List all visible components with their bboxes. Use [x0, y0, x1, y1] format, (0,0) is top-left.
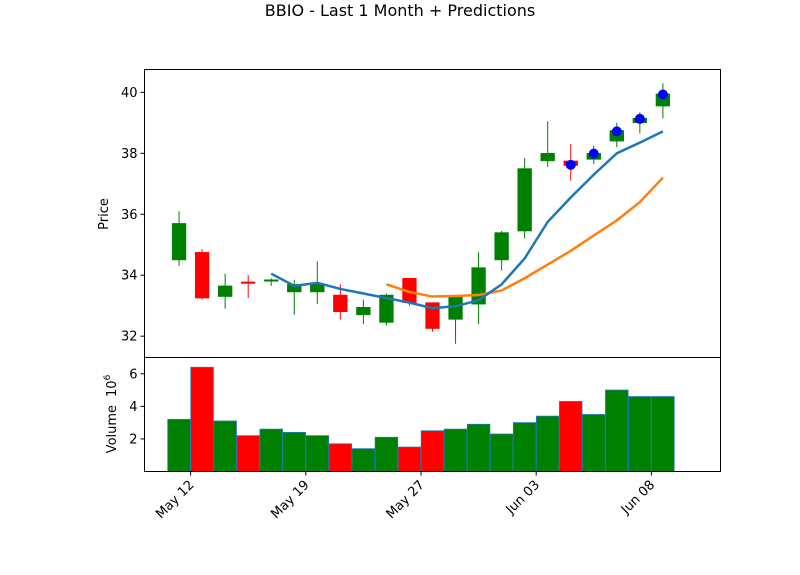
volume-bar: [259, 428, 283, 472]
volume-axis-label-group: Volume 106: [103, 374, 120, 453]
volume-bar: [582, 414, 606, 472]
x-tick-label: May 19: [268, 478, 312, 522]
price-y-ticks: 32 34 36 38 40: [121, 86, 145, 345]
volume-bar: [489, 433, 514, 472]
x-axis-ticks: May 12 May 19 May 27 Jun 03 Jun 08: [153, 471, 658, 522]
volume-bar: [559, 401, 583, 472]
volume-bars: [167, 366, 675, 472]
volume-bar: [420, 430, 445, 472]
x-tick-label: May 12: [153, 478, 197, 522]
candle-body: [287, 284, 302, 293]
volume-bar: [628, 396, 652, 472]
volume-bar: [374, 436, 399, 472]
prediction-marker: [634, 113, 645, 124]
candles: [171, 83, 671, 344]
volume-bar: [397, 446, 422, 472]
volume-y-tick-label: 4: [129, 400, 137, 415]
price-y-tick-label: 36: [121, 208, 138, 223]
volume-bar: [443, 428, 468, 472]
candle-body: [217, 285, 233, 297]
prediction-marker: [565, 159, 576, 170]
candle-body: [540, 153, 555, 162]
price-y-tick-label: 32: [121, 330, 138, 345]
price-y-tick-label: 34: [121, 269, 138, 284]
volume-y-tick-label: 6: [129, 367, 137, 382]
volume-bar: [213, 420, 237, 472]
prediction-markers: [565, 89, 668, 170]
volume-panel: 246 Volume106: [103, 357, 721, 472]
volume-bar: [328, 443, 353, 472]
x-tick-label: Jun 03: [503, 478, 543, 518]
candle-body: [356, 306, 371, 316]
volume-axis-label-text: Volume: [105, 405, 120, 453]
volume-bar: [282, 432, 306, 472]
moving-average-long-line: [386, 176, 664, 298]
candle-body: [448, 296, 463, 320]
volume-exponent-base: 10: [105, 380, 120, 397]
price-y-tick-label: 38: [121, 147, 138, 162]
volume-bar: [536, 415, 560, 472]
volume-y-ticks: 2 4 6: [129, 367, 145, 447]
candle-body: [517, 168, 532, 232]
moving-average-short-line: [270, 130, 664, 310]
prediction-marker: [611, 126, 622, 137]
candle-body: [333, 294, 348, 313]
candle-body: [241, 281, 256, 284]
candle-body: [310, 284, 325, 293]
volume-bar: [351, 448, 376, 472]
candle-body: [425, 302, 440, 329]
moving-average-lines: [270, 130, 664, 310]
price-panel: 32 34 36 38 40 Price: [97, 69, 721, 358]
price-axis-label: Price: [97, 198, 112, 230]
x-tick-label: Jun 08: [618, 478, 658, 518]
volume-bar: [167, 418, 191, 472]
volume-y-tick-label: 2: [129, 432, 137, 447]
volume-bar: [512, 422, 537, 472]
volume-bar: [305, 435, 329, 472]
candle-body: [379, 294, 394, 323]
volume-exponent-power: 6: [103, 374, 113, 380]
candle-body: [471, 267, 486, 305]
volume-bar: [236, 435, 260, 472]
volume-bar: [466, 423, 491, 472]
price-y-tick-label: 40: [121, 86, 138, 101]
volume-bar: [605, 389, 629, 472]
volume-bar: [190, 366, 214, 472]
volume-bar: [651, 396, 675, 472]
x-tick-label: May 27: [384, 478, 428, 522]
candle-body: [264, 279, 279, 282]
chart-title: BBIO - Last 1 Month + Predictions: [265, 1, 535, 20]
candle-body: [494, 232, 509, 261]
prediction-marker: [588, 148, 599, 159]
prediction-marker: [657, 89, 668, 100]
volume-plot-border: [144, 357, 721, 472]
volume-axis-label: Volume 106: [103, 374, 120, 453]
candle-body: [194, 252, 210, 299]
candle-body: [171, 223, 187, 261]
